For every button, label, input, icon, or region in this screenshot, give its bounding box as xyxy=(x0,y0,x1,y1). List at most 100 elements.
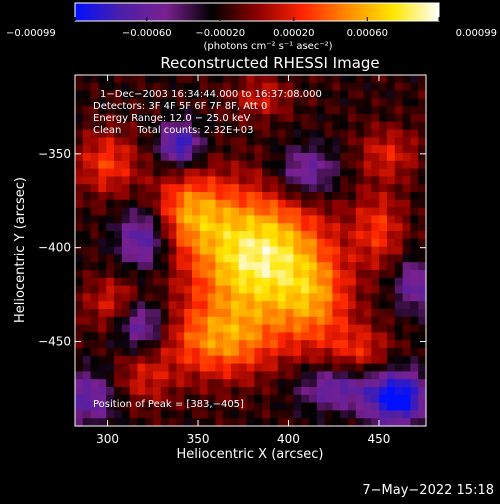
heatmap-pixel xyxy=(215,223,224,232)
heatmap-pixel xyxy=(75,215,84,224)
heatmap-pixel xyxy=(90,418,99,427)
heatmap-pixel xyxy=(277,363,287,372)
heatmap-pixel xyxy=(379,114,388,123)
heatmap-pixel xyxy=(98,371,107,380)
heatmap-pixel xyxy=(129,270,138,279)
heatmap-pixel xyxy=(184,394,193,404)
heatmap-pixel xyxy=(293,348,302,357)
heatmap-pixel xyxy=(293,262,302,271)
heatmap-pixel xyxy=(160,137,170,146)
heatmap-pixel xyxy=(199,301,209,310)
heatmap-pixel xyxy=(254,332,263,341)
heatmap-pixel xyxy=(153,145,162,154)
heatmap-pixel xyxy=(98,309,107,318)
heatmap-pixel xyxy=(207,285,216,294)
heatmap-pixel xyxy=(285,254,294,263)
heatmap-pixel xyxy=(262,176,271,185)
heatmap-pixel xyxy=(301,168,310,177)
heatmap-pixel xyxy=(207,246,216,255)
heatmap-pixel xyxy=(199,75,209,84)
heatmap-pixel xyxy=(316,129,326,138)
heatmap-pixel xyxy=(75,168,84,177)
heatmap-pixel xyxy=(402,121,411,131)
heatmap-pixel xyxy=(379,262,388,271)
heatmap-pixel xyxy=(223,402,232,411)
heatmap-pixel xyxy=(114,371,123,380)
heatmap-pixel xyxy=(121,106,131,115)
heatmap-pixel xyxy=(254,270,263,279)
heatmap-pixel xyxy=(394,215,404,224)
heatmap-pixel xyxy=(106,410,115,419)
heatmap-pixel xyxy=(371,254,380,263)
heatmap-pixel xyxy=(387,355,396,365)
heatmap-pixel xyxy=(309,223,318,232)
heatmap-pixel xyxy=(402,387,411,396)
heatmap-pixel xyxy=(199,324,209,333)
heatmap-pixel xyxy=(371,238,380,248)
heatmap-pixel xyxy=(387,129,396,138)
heatmap-pixel xyxy=(160,192,170,201)
heatmap-pixel xyxy=(394,262,404,271)
heatmap-pixel xyxy=(184,199,193,209)
heatmap-pixel xyxy=(277,192,287,201)
heatmap-pixel xyxy=(82,387,92,396)
heatmap-pixel xyxy=(316,270,326,279)
heatmap-pixel xyxy=(184,270,193,279)
heatmap-pixel xyxy=(145,75,154,84)
heatmap-pixel xyxy=(410,121,419,131)
heatmap-pixel xyxy=(137,262,146,271)
heatmap-pixel xyxy=(309,184,318,193)
heatmap-pixel xyxy=(371,160,380,170)
heatmap-pixel xyxy=(324,394,333,404)
heatmap-pixel xyxy=(137,402,146,411)
heatmap-pixel xyxy=(277,207,287,216)
heatmap-pixel xyxy=(363,176,372,185)
heatmap-pixel xyxy=(90,293,99,302)
heatmap-pixel xyxy=(371,355,380,365)
heatmap-pixel xyxy=(277,199,287,209)
heatmap-pixel xyxy=(277,176,287,185)
heatmap-pixel xyxy=(410,153,419,162)
heatmap-pixel xyxy=(285,192,294,201)
heatmap-pixel xyxy=(270,121,279,131)
heatmap-pixel xyxy=(371,90,380,99)
heatmap-pixel xyxy=(355,246,365,255)
heatmap-pixel xyxy=(129,199,138,209)
heatmap-pixel xyxy=(75,75,84,84)
heatmap-pixel xyxy=(340,153,349,162)
heatmap-pixel xyxy=(379,418,388,427)
heatmap-pixel xyxy=(355,168,365,177)
heatmap-pixel xyxy=(238,246,248,255)
heatmap-pixel xyxy=(231,207,240,216)
heatmap-pixel xyxy=(293,215,302,224)
heatmap-pixel xyxy=(90,75,99,84)
heatmap-pixel xyxy=(348,207,357,216)
heatmap-pixel xyxy=(98,246,107,255)
heatmap-pixel xyxy=(231,402,240,411)
heatmap-pixel xyxy=(371,332,380,341)
heatmap-pixel xyxy=(137,371,146,380)
heatmap-pixel xyxy=(106,207,115,216)
heatmap-pixel xyxy=(160,176,170,185)
heatmap-pixel xyxy=(145,324,154,333)
heatmap-pixel xyxy=(363,394,372,404)
heatmap-pixel xyxy=(168,355,177,365)
heatmap-pixel xyxy=(137,114,146,123)
heatmap-pixel xyxy=(82,293,92,302)
heatmap-pixel xyxy=(371,176,380,185)
heatmap-pixel xyxy=(223,207,232,216)
heatmap-pixel xyxy=(192,82,201,92)
heatmap-pixel xyxy=(363,82,372,92)
heatmap-pixel xyxy=(82,254,92,263)
heatmap-pixel xyxy=(121,371,131,380)
heatmap-pixel xyxy=(106,418,115,427)
heatmap-pixel xyxy=(82,199,92,209)
heatmap-pixel xyxy=(262,301,271,310)
heatmap-pixel xyxy=(293,153,302,162)
heatmap-pixel xyxy=(410,309,419,318)
heatmap-pixel xyxy=(246,371,255,380)
heatmap-pixel xyxy=(270,285,279,294)
heatmap-pixel xyxy=(262,207,271,216)
heatmap-pixel xyxy=(160,215,170,224)
